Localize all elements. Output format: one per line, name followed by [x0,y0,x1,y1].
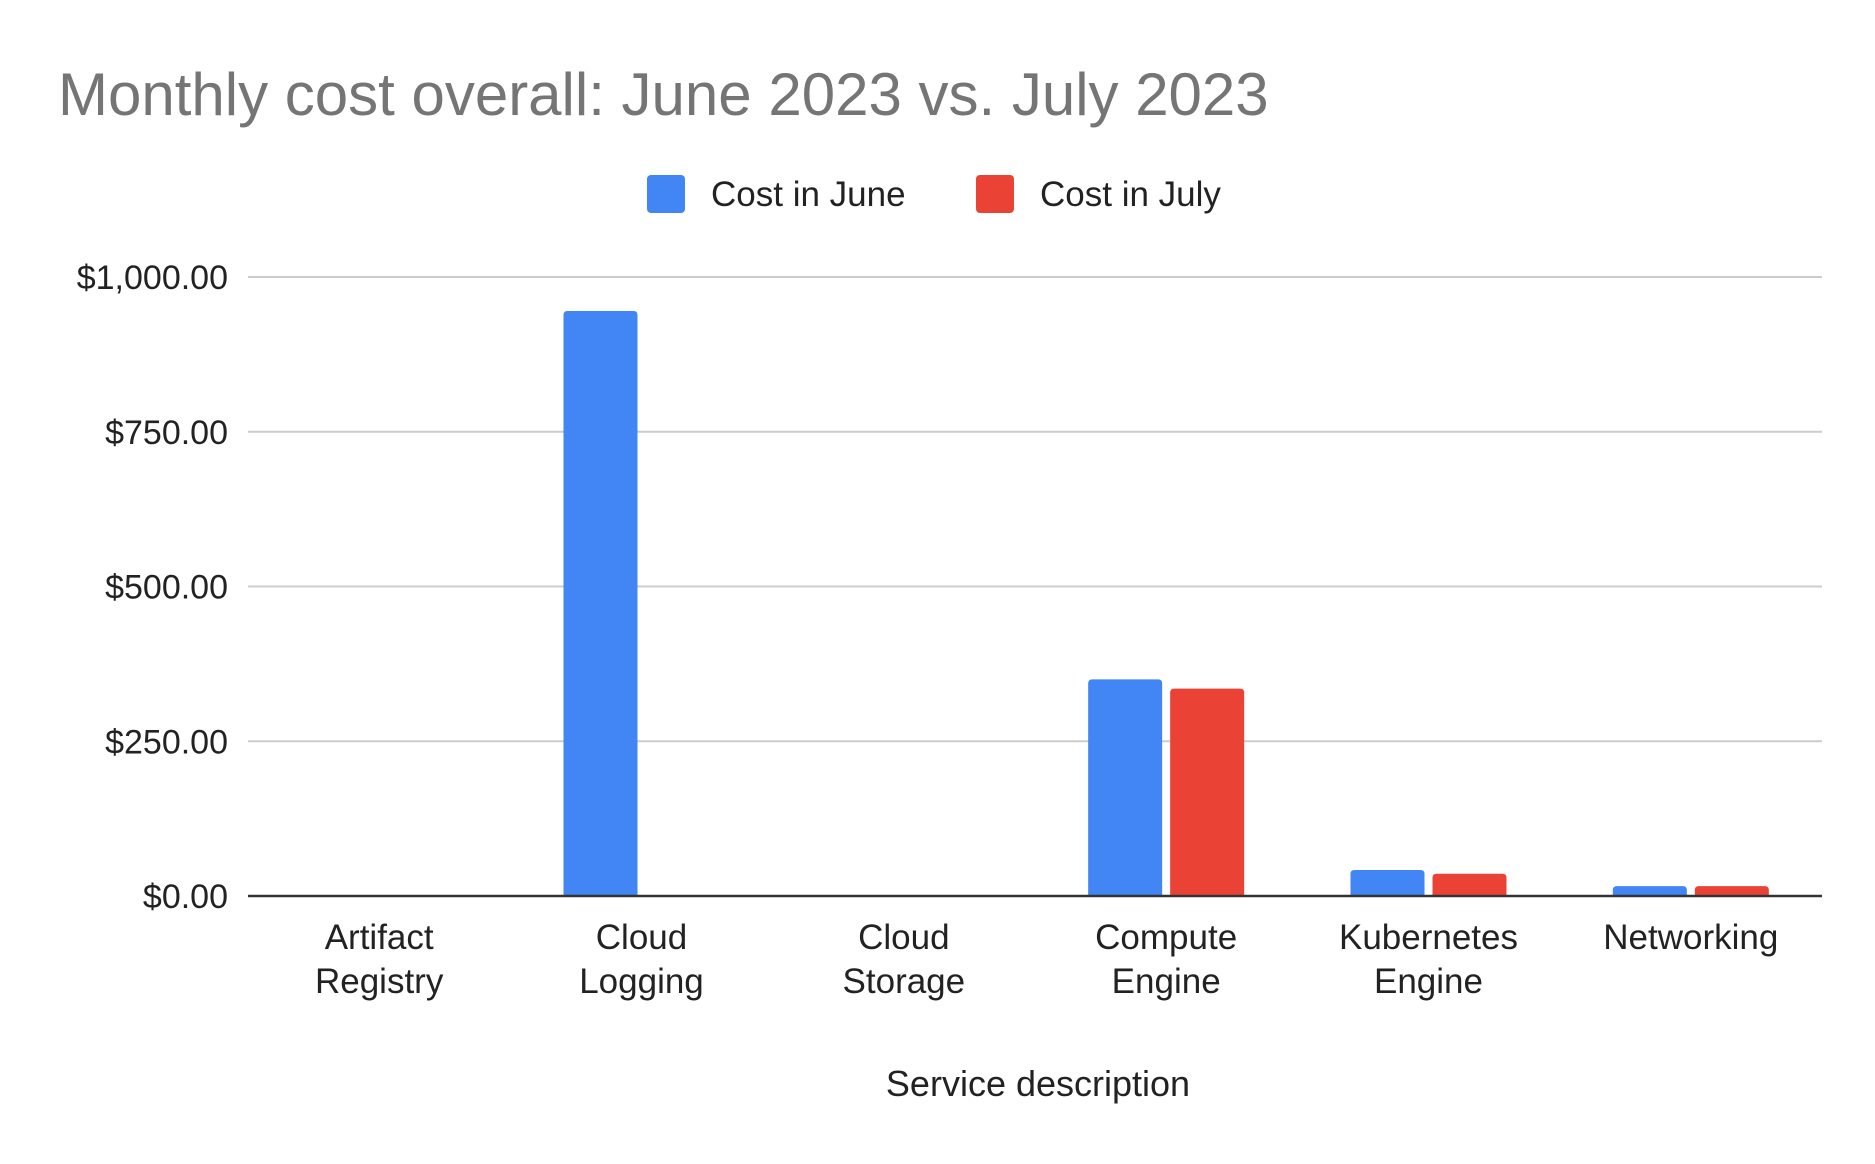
y-axis: $0.00 $250.00 $500.00 $750.00 $1,000.00 [77,259,228,916]
y-tick-label: $750.00 [105,414,228,452]
bar-cost-in-july [1170,688,1245,896]
y-tick-label: $250.00 [105,723,228,761]
bar-cost-in-june [1088,679,1163,896]
x-tick-label: Cloud [858,918,949,957]
x-tick-label: Artifact [325,918,434,957]
x-tick-label: Cloud [596,918,687,957]
x-tick-label: Engine [1112,962,1221,1001]
x-tick-label: Logging [579,962,704,1001]
bar-cost-in-june [563,311,638,896]
y-tick-label: $1,000.00 [77,259,228,297]
bar-cost-in-july [1432,873,1507,896]
x-axis: Artifact Registry Cloud Logging Cloud Storage… [248,894,1822,1001]
legend-swatch [976,175,1014,213]
x-tick-label: Engine [1374,962,1483,1001]
y-tick-label: $500.00 [105,569,228,607]
x-axis-title: Service description [886,1063,1190,1104]
x-tick-label: Compute [1095,918,1237,957]
legend-label: Cost in June [711,175,906,214]
y-tick-label: $0.00 [143,878,228,916]
bar-cost-in-july [1694,886,1769,896]
x-tick-label: Storage [843,962,966,1001]
legend-swatch [647,175,685,213]
bar-cost-in-june [1350,870,1425,896]
bars [563,311,1769,896]
bar-cost-in-june [1612,886,1687,896]
x-tick-label: Registry [315,962,444,1001]
x-tick-label: Kubernetes [1339,918,1518,957]
legend: Cost in June Cost in July [647,175,1221,214]
gridlines [248,276,1822,743]
x-tick-label: Networking [1603,918,1778,957]
chart-title: Monthly cost overall: June 2023 vs. July… [58,61,1269,128]
legend-label: Cost in July [1040,175,1221,214]
